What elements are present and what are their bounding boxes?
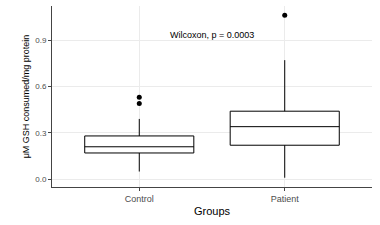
svg-text:0.9: 0.9 (35, 36, 47, 45)
svg-text:0.0: 0.0 (35, 175, 47, 184)
svg-text:0.3: 0.3 (35, 129, 47, 138)
svg-text:0.6: 0.6 (35, 82, 47, 91)
svg-text:Wilcoxon, p = 0.0003: Wilcoxon, p = 0.0003 (170, 30, 254, 40)
svg-text:μM GSH consumed/mg protein: μM GSH consumed/mg protein (21, 35, 31, 159)
svg-text:Patient: Patient (271, 194, 300, 204)
svg-text:Control: Control (125, 194, 154, 204)
svg-text:Groups: Groups (194, 205, 231, 217)
